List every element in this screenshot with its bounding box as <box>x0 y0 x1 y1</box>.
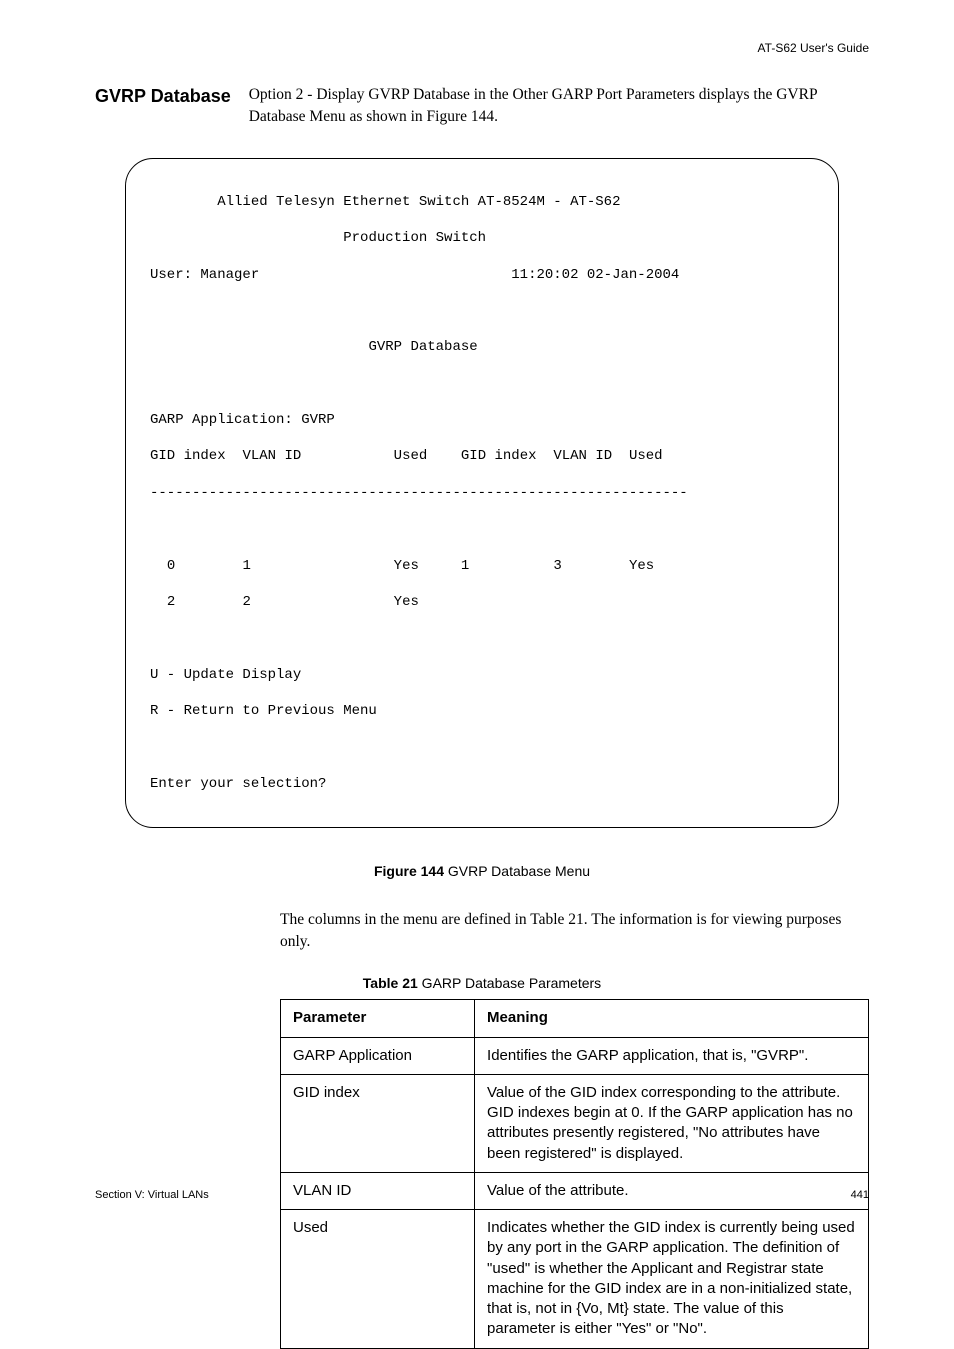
terminal-opt-u: U - Update Display <box>150 666 814 684</box>
terminal-col-vlan2: VLAN ID <box>553 448 612 464</box>
terminal-title-1-text: Allied Telesyn Ethernet Switch AT-8524M … <box>217 194 620 210</box>
terminal-r0-vlan2: 3 <box>553 558 561 574</box>
terminal-r1-gid1: 2 <box>167 594 175 610</box>
terminal-col-used1: Used <box>394 448 428 464</box>
terminal-header-row: GID index VLAN ID Used GID index VLAN ID… <box>150 447 814 465</box>
terminal-r0-vlan1: 1 <box>242 558 250 574</box>
terminal-blank-1 <box>150 302 814 320</box>
terminal-row-1: 2 2 Yes <box>150 593 814 611</box>
terminal-blank-4 <box>150 629 814 647</box>
table-cell-meaning: Identifies the GARP application, that is… <box>475 1037 869 1074</box>
terminal-app-line: GARP Application: GVRP <box>150 411 814 429</box>
terminal-opt-r: R - Return to Previous Menu <box>150 702 814 720</box>
terminal-user-row: User: Manager 11:20:02 02-Jan-2004 <box>150 266 814 284</box>
table-caption: Table 21 GARP Database Parameters <box>95 974 869 993</box>
table-cell-param: GARP Application <box>281 1037 475 1074</box>
terminal-r0-used1: Yes <box>394 558 419 574</box>
terminal-col-gid1: GID index <box>150 448 226 464</box>
footer-right: 441 <box>851 1188 869 1203</box>
section-title-row: GVRP Database Option 2 - Display GVRP Da… <box>95 84 869 127</box>
terminal-user: User: Manager <box>150 267 259 283</box>
figure-caption-text: GVRP Database Menu <box>444 863 590 879</box>
figure-label: Figure 144 <box>374 863 444 879</box>
terminal-r0-gid2: 1 <box>461 558 469 574</box>
section-title: GVRP Database <box>95 84 231 108</box>
table-cell-param: GID index <box>281 1074 475 1172</box>
terminal-blank-2 <box>150 375 814 393</box>
terminal-prompt: Enter your selection? <box>150 775 814 793</box>
body-after-figure: The columns in the menu are defined in T… <box>280 909 867 952</box>
terminal-title-1: Allied Telesyn Ethernet Switch AT-8524M … <box>150 193 814 211</box>
doc-header-right: AT-S62 User's Guide <box>95 40 869 56</box>
table-header-row: Parameter Meaning <box>281 1000 869 1037</box>
table-row: GARP Application Identifies the GARP app… <box>281 1037 869 1074</box>
terminal-col-used2: Used <box>629 448 663 464</box>
terminal-r1-vlan1: 2 <box>242 594 250 610</box>
table-caption-text: GARP Database Parameters <box>418 975 601 991</box>
terminal-blank-5 <box>150 738 814 756</box>
table-row: Used Indicates whether the GID index is … <box>281 1210 869 1349</box>
terminal-screen: Allied Telesyn Ethernet Switch AT-8524M … <box>125 158 839 829</box>
section-intro: Option 2 - Display GVRP Database in the … <box>249 84 869 127</box>
terminal-menu-title-text: GVRP Database <box>368 339 477 355</box>
table-row: GID index Value of the GID index corresp… <box>281 1074 869 1172</box>
table-cell-meaning: Value of the GID index corresponding to … <box>475 1074 869 1172</box>
terminal-col-gid2: GID index <box>461 448 537 464</box>
footer-left: Section V: Virtual LANs <box>95 1188 209 1203</box>
terminal-r0-used2: Yes <box>629 558 654 574</box>
terminal-title-2-text: Production Switch <box>343 230 486 246</box>
terminal-col-vlan1: VLAN ID <box>242 448 301 464</box>
terminal-row-0: 0 1 Yes 1 3 Yes <box>150 557 814 575</box>
table-header-param: Parameter <box>281 1000 475 1037</box>
terminal-title-2: Production Switch <box>150 229 814 247</box>
terminal-divider: ----------------------------------------… <box>150 484 814 502</box>
terminal-r0-gid1: 0 <box>167 558 175 574</box>
terminal-blank-3 <box>150 520 814 538</box>
table-cell-param: Used <box>281 1210 475 1349</box>
figure-caption: Figure 144 GVRP Database Menu <box>95 862 869 881</box>
terminal-menu-title: GVRP Database <box>150 338 814 356</box>
page-footer: Section V: Virtual LANs 441 <box>95 1188 869 1203</box>
params-table: Parameter Meaning GARP Application Ident… <box>280 999 869 1348</box>
table-label: Table 21 <box>363 975 418 991</box>
table-header-meaning: Meaning <box>475 1000 869 1037</box>
terminal-timestamp: 11:20:02 02-Jan-2004 <box>511 267 679 283</box>
table-cell-meaning: Indicates whether the GID index is curre… <box>475 1210 869 1349</box>
terminal-r1-used1: Yes <box>394 594 419 610</box>
